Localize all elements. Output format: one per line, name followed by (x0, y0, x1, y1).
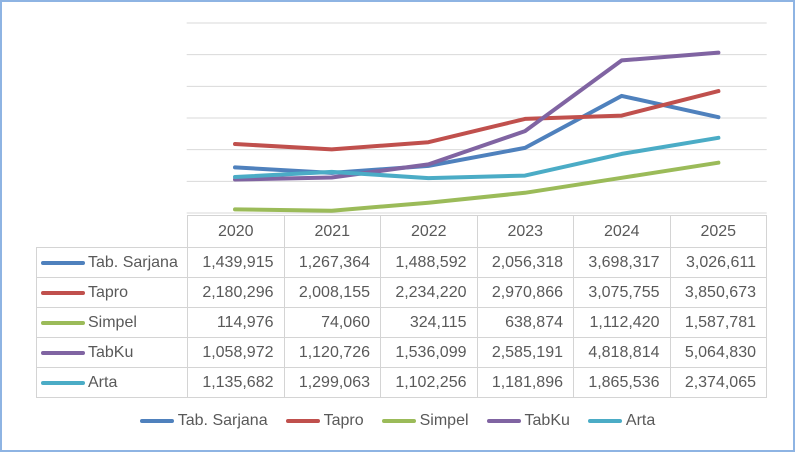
series-label-cell: Tapro (36, 277, 188, 308)
legend-key-tab-sarjana (41, 260, 85, 265)
value-cell: 2,180,296 (187, 277, 285, 308)
value-cell: 3,026,611 (669, 247, 767, 278)
value-cell: 74,060 (283, 307, 381, 338)
value-cell: 1,135,682 (187, 367, 285, 398)
series-label-cell: TabKu (36, 337, 188, 368)
legend-label: Arta (625, 412, 656, 429)
value-cell: 2,585,191 (476, 337, 574, 368)
value-cell: 3,075,755 (573, 277, 671, 308)
value-cell: 2,970,866 (476, 277, 574, 308)
value-cell: 638,874 (476, 307, 574, 338)
value-cell: 1,488,592 (380, 247, 478, 278)
table-corner-cell (37, 216, 188, 248)
series-label: Tab. Sarjana (88, 253, 178, 271)
legend-item-tabku: TabKu (486, 412, 570, 430)
legend-label: Tapro (323, 412, 364, 429)
chart-legend: Tab. Sarjana Tapro Simpel TabKu Arta (2, 405, 793, 437)
chart-data-table: 2020 2021 2022 2023 2024 2025 Tab. Sarjana 1,4… (36, 215, 767, 398)
value-cell: 1,587,781 (669, 307, 767, 338)
value-cell: 5,064,830 (669, 337, 767, 368)
series-label-cell: Simpel (36, 307, 188, 338)
value-cell: 1,181,896 (476, 367, 574, 398)
year-header-2024: 2024 (573, 215, 671, 248)
series-label-cell: Arta (36, 367, 188, 398)
series-label: Arta (88, 373, 118, 391)
value-cell: 324,115 (380, 307, 478, 338)
value-cell: 2,234,220 (380, 277, 478, 308)
series-label: Tapro (88, 283, 129, 301)
series-label: TabKu (88, 343, 134, 361)
value-cell: 3,698,317 (573, 247, 671, 278)
value-cell: 114,976 (187, 307, 285, 338)
legend-label: Simpel (419, 412, 469, 429)
year-header-2023: 2023 (476, 215, 574, 248)
year-header-2021: 2021 (283, 215, 381, 248)
table-row-tapro: Tapro 2,180,296 2,008,155 2,234,220 2,970,86… (36, 277, 767, 308)
legend-swatch-simpel (381, 419, 416, 423)
series-line-simpel (233, 160, 721, 213)
value-cell: 1,865,536 (573, 367, 671, 398)
series-line-tapro (233, 89, 721, 152)
legend-swatch-tapro (285, 419, 320, 423)
legend-item-simpel: Simpel (381, 412, 469, 430)
value-cell: 4,818,814 (573, 337, 671, 368)
legend-item-tab-sarjana: Tab. Sarjana (139, 412, 268, 430)
table-header-row: 2020 2021 2022 2023 2024 2025 (37, 215, 767, 248)
series-line-tabku (233, 50, 721, 182)
value-cell: 2,008,155 (283, 277, 381, 308)
value-cell: 3,850,673 (669, 277, 767, 308)
series-line-arta (233, 135, 721, 181)
legend-key-tapro (41, 290, 85, 295)
value-cell: 1,267,364 (283, 247, 381, 278)
series-label: Simpel (88, 313, 137, 331)
legend-label: TabKu (524, 412, 570, 429)
value-cell: 1,536,099 (380, 337, 478, 368)
table-row-tab-sarjana: Tab. Sarjana 1,439,915 1,267,364 1,488,592 2… (36, 247, 767, 278)
legend-swatch-tab-sarjana (139, 419, 174, 423)
legend-key-simpel (41, 320, 85, 325)
legend-swatch-arta (587, 419, 622, 423)
year-header-2025: 2025 (669, 215, 767, 248)
value-cell: 1,102,256 (380, 367, 478, 398)
legend-swatch-tabku (486, 419, 521, 423)
legend-key-tabku (41, 350, 85, 355)
horizontal-gridlines (186, 22, 767, 214)
year-header-2022: 2022 (380, 215, 478, 248)
value-cell: 2,374,065 (669, 367, 767, 398)
legend-item-arta: Arta (587, 412, 656, 430)
value-cell: 1,299,063 (283, 367, 381, 398)
series-label-cell: Tab. Sarjana (36, 247, 188, 278)
value-cell: 1,439,915 (187, 247, 285, 278)
table-row-tabku: TabKu 1,058,972 1,120,726 1,536,099 2,585,19… (36, 337, 767, 368)
value-cell: 2,056,318 (476, 247, 574, 278)
value-cell: 1,120,726 (283, 337, 381, 368)
legend-label: Tab. Sarjana (177, 412, 268, 429)
legend-item-tapro: Tapro (285, 412, 364, 430)
year-header-2020: 2020 (187, 215, 285, 248)
value-cell: 1,112,420 (573, 307, 671, 338)
table-row-simpel: Simpel 114,976 74,060 324,115 638,874 1,112,4… (36, 307, 767, 338)
legend-key-arta (41, 380, 85, 385)
table-row-arta: Arta 1,135,682 1,299,063 1,102,256 1,181,896… (36, 367, 767, 398)
value-cell: 1,058,972 (187, 337, 285, 368)
